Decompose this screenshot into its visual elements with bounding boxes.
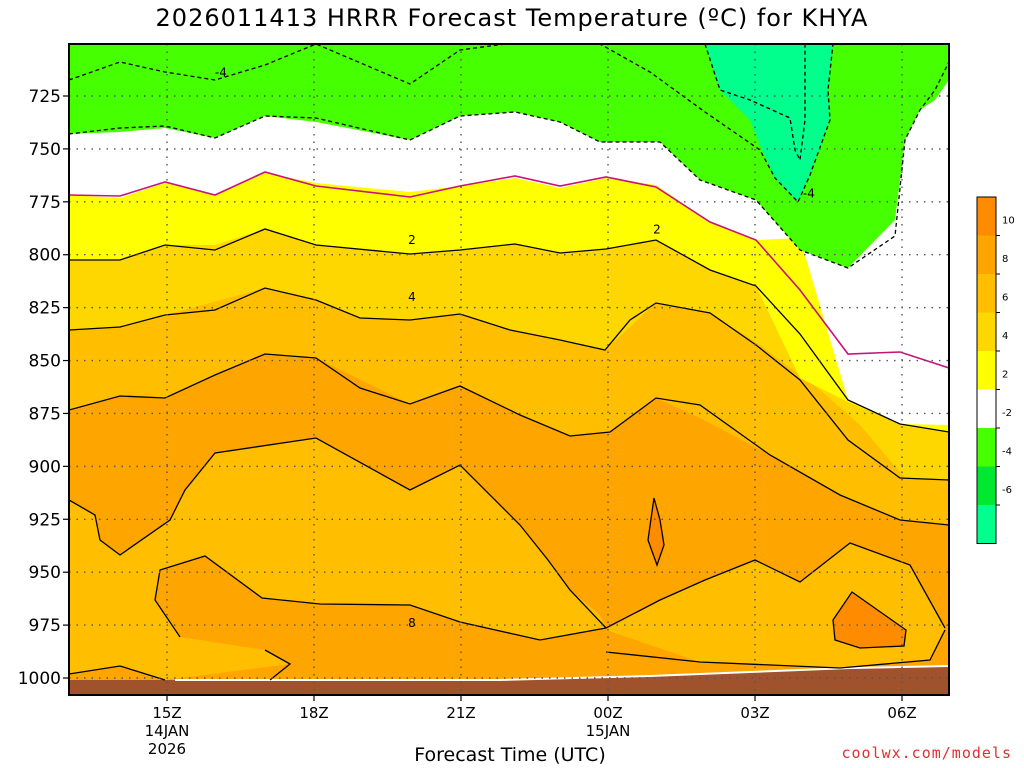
plot-frame: [68, 43, 950, 696]
fill-below-m4: [705, 44, 833, 202]
y-tick-label: 875: [29, 404, 61, 424]
colorbar-label: -4: [1002, 447, 1012, 458]
credit-text: coolwx.com/models: [841, 744, 1012, 762]
contour-8: [69, 437, 946, 629]
colorbar-label: 2: [1002, 370, 1008, 381]
contour-8-bottom: [605, 629, 946, 669]
x-tick-label: 21Z: [446, 704, 475, 722]
x-tick-sublabel: 2026: [148, 740, 186, 758]
colorbar-label: 4: [1002, 331, 1008, 342]
fill-10-blob: [833, 592, 906, 648]
y-tick-label: 825: [29, 299, 61, 319]
ground-edge: [175, 665, 949, 681]
x-tick-label: 18Z: [299, 704, 328, 722]
colorbar-segment: [977, 389, 996, 428]
colorbar-segment: [977, 274, 996, 313]
contour-label: -4: [803, 186, 815, 200]
chart-title: 2026011413 HRRR Forecast Temperature (ºC…: [155, 4, 869, 32]
x-tick-label: 06Z: [887, 704, 916, 722]
contour-m4-inner: [704, 44, 806, 163]
colorbar-frame: [976, 196, 997, 544]
contour-labels: -4 -4 2 2 4 8: [215, 66, 815, 630]
colorbar-segment: [977, 235, 996, 274]
colorbar-segment: [977, 428, 996, 467]
y-tick-label: 950: [29, 563, 61, 583]
contour-6: [69, 353, 949, 526]
contour-4: [69, 287, 949, 481]
contour-0: [69, 171, 949, 369]
contour-label: 4: [408, 290, 416, 304]
fill-6-8-lobe-left: [69, 438, 606, 680]
colorbar: 10 8 6 4 2 -2 -4 -6: [976, 196, 1015, 544]
contour-2: [69, 228, 949, 433]
y-tick-label: 725: [29, 87, 61, 107]
y-tick-label: 900: [29, 457, 61, 477]
contour-fills: [69, 44, 949, 695]
colorbar-label: 8: [1002, 254, 1008, 265]
colorbar-segment: [977, 312, 996, 351]
contour-8-lower-left: [69, 555, 607, 681]
y-tick-label: 850: [29, 352, 61, 372]
x-tick-label: 00Z: [593, 704, 622, 722]
x-tick-label: 03Z: [740, 704, 769, 722]
contour-10-blob: [832, 591, 907, 649]
colorbar-label: 10: [1002, 216, 1015, 227]
x-axis-label: Forecast Time (UTC): [414, 744, 606, 766]
colorbar-segment: [977, 197, 996, 236]
fill-m4-m2: [69, 44, 949, 268]
contour-label: 8: [408, 616, 416, 630]
contour-8-bump: [264, 649, 292, 681]
x-tick-sublabel: 15JAN: [586, 722, 631, 740]
x-tick-label: 15Z: [152, 704, 181, 722]
y-tick-label: 925: [29, 510, 61, 530]
x-tick-sublabel: 14JAN: [145, 722, 190, 740]
contour-label: 2: [408, 233, 416, 247]
y-tick-label: 800: [29, 246, 61, 266]
contour-label: 2: [653, 222, 661, 236]
contour-8-spike: [647, 497, 665, 567]
colorbar-label: 6: [1002, 293, 1008, 304]
y-tick-label: 775: [29, 193, 61, 213]
contour-lines: [69, 44, 949, 681]
colorbar-segment: [977, 466, 996, 505]
contour-label: -4: [215, 66, 227, 80]
y-tick-label: 975: [29, 616, 61, 636]
colorbar-label: -6: [1002, 485, 1012, 496]
colorbar-segment: [977, 505, 996, 544]
colorbar-segment: [977, 351, 996, 390]
contour-m4: [69, 44, 834, 204]
colorbar-label: -2: [1002, 408, 1012, 419]
y-tick-label: 1000: [18, 669, 61, 689]
y-axis: 725 750 775 800 825 850 875 900 925 950 975 1000: [18, 87, 69, 689]
y-tick-label: 750: [29, 140, 61, 160]
